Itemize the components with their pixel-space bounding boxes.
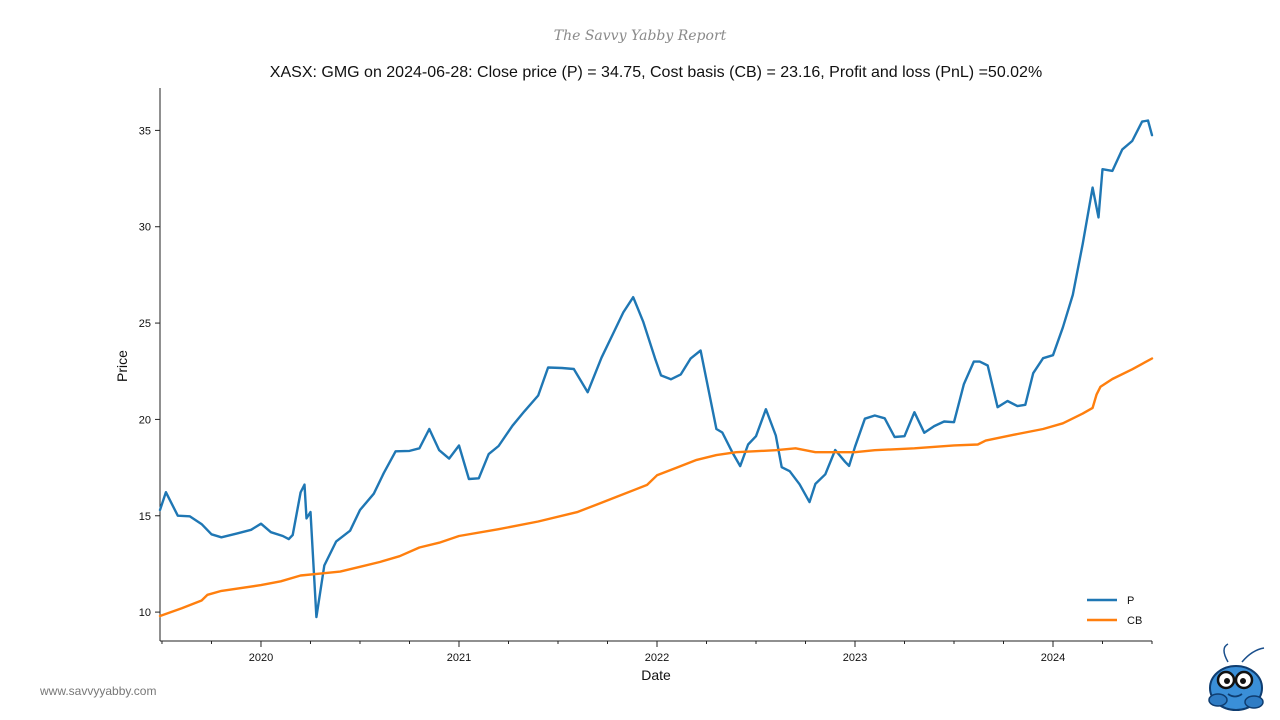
axes-layer: 10 15 20 25 30 35 2020 2021 2022 2023 2024 (139, 125, 1153, 664)
series-line-p (158, 119, 1154, 619)
brand-header: The Savvy Yabby Report (553, 28, 727, 44)
yabby-mascot-icon (1208, 643, 1265, 711)
legend-label-p: P (1127, 595, 1134, 607)
y-axis-label: Price (114, 350, 130, 382)
legend-label-cb: CB (1127, 615, 1142, 627)
y-tick-label: 10 (139, 607, 151, 619)
y-tick-label: 30 (139, 222, 151, 234)
y-tick-label: 15 (139, 511, 151, 523)
x-tick-label: 2023 (843, 652, 867, 664)
legend: P CB (1087, 595, 1142, 627)
footer-url[interactable]: www.savvyyabby.com (40, 684, 157, 698)
x-tick-label: 2020 (249, 652, 273, 664)
chart-title: XASX: GMG on 2024-06-28: Close price (P)… (270, 64, 1042, 81)
series-line-cb (158, 357, 1154, 618)
y-tick-label: 20 (139, 414, 151, 426)
y-tick-label: 25 (139, 318, 151, 330)
y-tick-label: 35 (139, 125, 151, 137)
x-tick-label: 2022 (645, 652, 669, 664)
x-tick-label: 2024 (1041, 652, 1065, 664)
x-tick-label: 2021 (447, 652, 471, 664)
series-layer (158, 119, 1154, 619)
x-axis-label: Date (641, 667, 671, 683)
